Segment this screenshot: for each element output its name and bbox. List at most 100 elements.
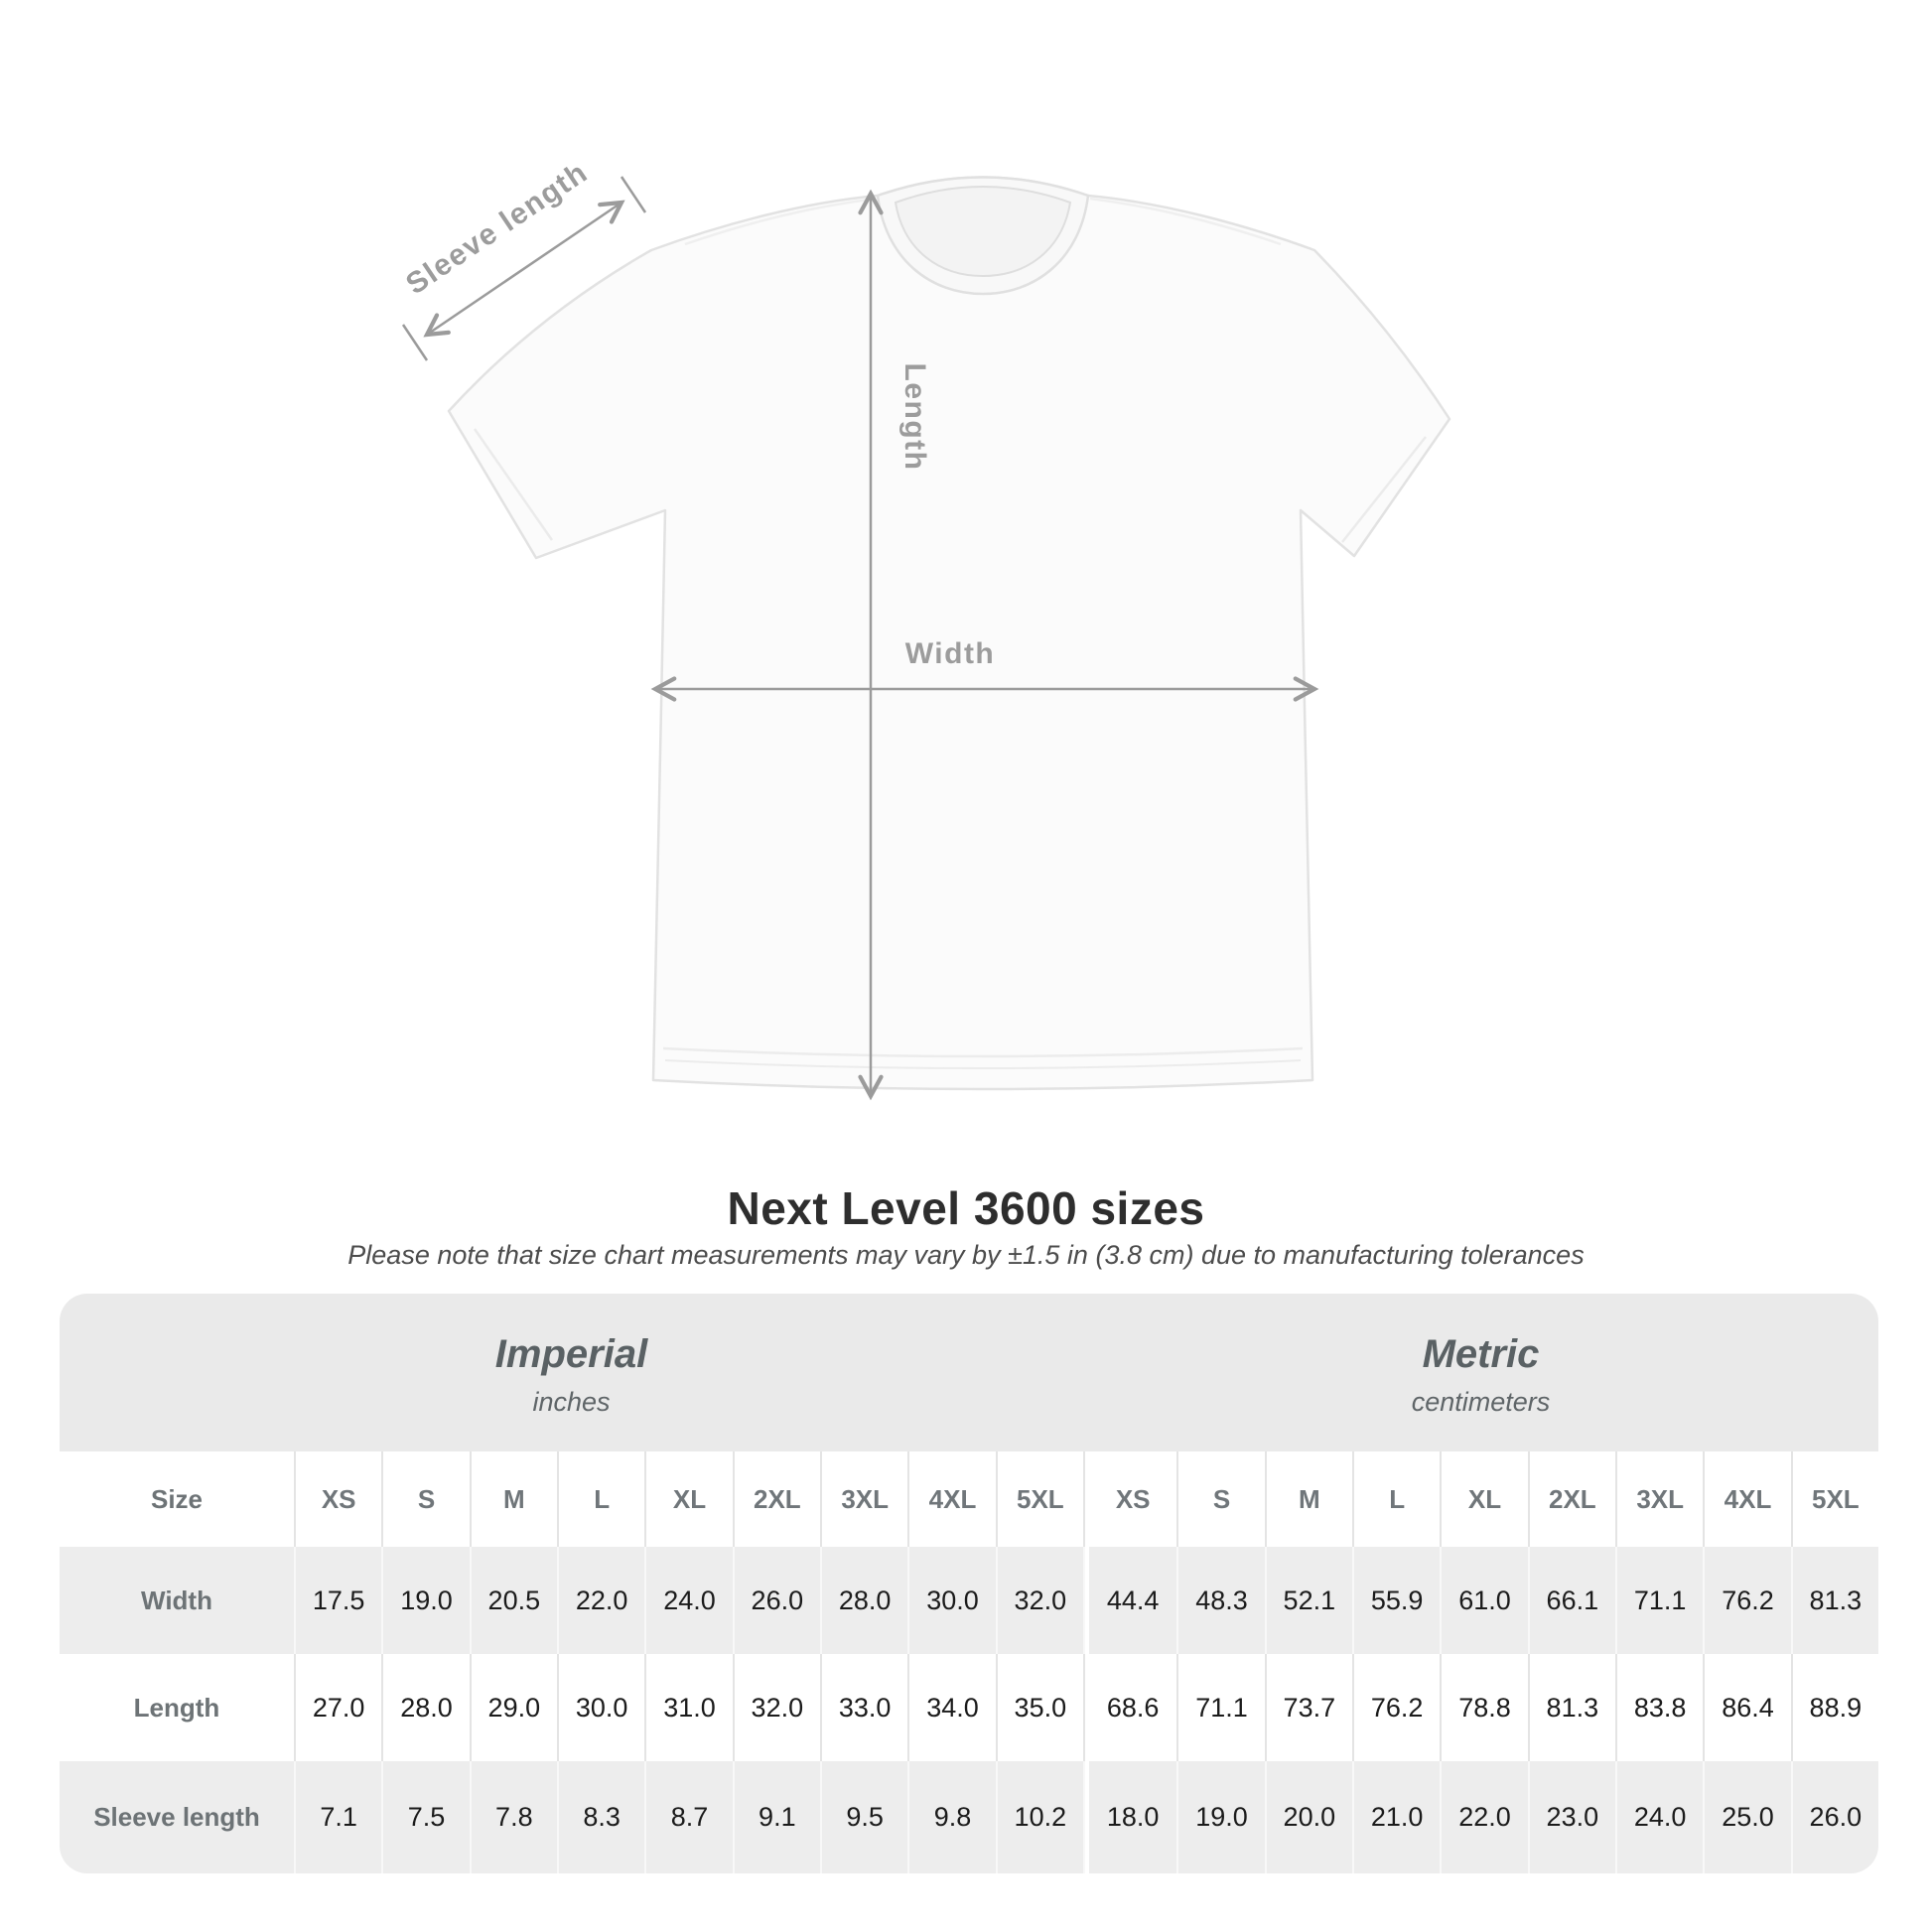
value-metric: 52.1 [1264,1547,1352,1654]
value-imperial: 19.0 [381,1547,469,1654]
metric-header: Metric centimeters [1083,1294,1878,1451]
value-imperial: 20.5 [469,1547,557,1654]
value-metric: 76.2 [1703,1547,1790,1654]
imperial-header: Imperial inches [60,1294,1083,1451]
size-header-metric: XL [1440,1451,1527,1547]
value-metric: 78.8 [1440,1654,1527,1761]
size-header-metric: 5XL [1790,1451,1878,1547]
value-imperial: 29.0 [469,1654,557,1761]
value-metric: 26.0 [1790,1761,1878,1873]
value-imperial: 32.0 [732,1654,820,1761]
size-header-metric: L [1352,1451,1440,1547]
measurement-row-width: Width 17.5 19.0 20.5 22.0 24.0 26.0 28.0 30.0 32.… [60,1547,1878,1654]
value-imperial: 9.1 [732,1761,820,1873]
value-imperial: 24.0 [644,1547,732,1654]
row-label: Length [133,1692,220,1723]
size-header-imperial: 3XL [820,1451,907,1547]
measurement-rows: Width 17.5 19.0 20.5 22.0 24.0 26.0 28.0 30.0 32.… [60,1547,1878,1873]
value-metric: 88.9 [1790,1654,1878,1761]
unit-header-row: Imperial inches Metric centimeters [60,1294,1878,1451]
value-imperial: 17.5 [294,1547,381,1654]
size-header-metric: M [1264,1451,1352,1547]
value-metric: 23.0 [1527,1761,1615,1873]
width-label: Width [905,637,996,670]
value-metric: 76.2 [1352,1654,1440,1761]
size-header-imperial: XS [294,1451,381,1547]
value-metric: 68.6 [1106,1692,1160,1723]
size-header-imperial: S [381,1451,469,1547]
value-imperial: 27.0 [294,1654,381,1761]
size-table: Imperial inches Metric centimeters Size X… [60,1294,1878,1873]
tshirt-diagram: Sleeve length Length Width [400,156,1451,1101]
section-divider [1083,1451,1089,1547]
value-imperial: 32.0 [995,1547,1083,1654]
size-header-metric: XS [1115,1483,1151,1514]
value-imperial: 31.0 [644,1654,732,1761]
value-imperial: 7.1 [294,1761,381,1873]
value-metric: 61.0 [1440,1547,1527,1654]
value-metric: 18.0 [1106,1802,1160,1832]
tshirt-illustration [447,176,1451,1091]
value-imperial: 7.8 [469,1761,557,1873]
size-header-imperial: 5XL [995,1451,1083,1547]
right-sleeve-hem [1341,436,1427,543]
imperial-unit: inches [532,1386,611,1417]
value-imperial: 9.8 [907,1761,995,1873]
measurement-row-length: Length 27.0 28.0 29.0 30.0 31.0 32.0 33.0 34.0 35… [60,1654,1878,1761]
value-metric: 81.3 [1527,1654,1615,1761]
length-label: Length [898,363,931,472]
size-header-row: Size XS S M L XL 2XL 3XL 4XL 5XL XS S M L XL 2XL 3XL 4XL 5… [60,1451,1878,1547]
size-column-label: Size [150,1483,204,1514]
value-metric: 48.3 [1176,1547,1264,1654]
value-imperial: 26.0 [732,1547,820,1654]
sleeve-length-label: Sleeve length [400,156,594,301]
size-header-imperial: L [557,1451,644,1547]
section-divider [1083,1547,1089,1654]
value-imperial: 9.5 [820,1761,907,1873]
measurement-row-sleeve-length: Sleeve length 7.1 7.5 7.8 8.3 8.7 9.1 9.5 9.8 10.… [60,1761,1878,1873]
value-imperial: 8.7 [644,1761,732,1873]
size-header-metric: 4XL [1703,1451,1790,1547]
value-imperial: 28.0 [820,1547,907,1654]
size-header-imperial: 2XL [732,1451,820,1547]
value-metric: 83.8 [1615,1654,1703,1761]
value-imperial: 8.3 [557,1761,644,1873]
tolerance-note: Please note that size chart measurements… [347,1240,1585,1270]
sleeve-length-arrow [401,176,647,361]
value-metric: 22.0 [1440,1761,1527,1873]
value-imperial: 10.2 [995,1761,1083,1873]
value-imperial: 7.5 [381,1761,469,1873]
value-metric: 71.1 [1615,1547,1703,1654]
size-header-metric: 3XL [1615,1451,1703,1547]
size-header-imperial: 4XL [907,1451,995,1547]
value-imperial: 33.0 [820,1654,907,1761]
section-divider [1083,1761,1089,1873]
value-metric: 81.3 [1790,1547,1878,1654]
value-metric: 71.1 [1176,1654,1264,1761]
value-metric: 55.9 [1352,1547,1440,1654]
value-metric: 20.0 [1264,1761,1352,1873]
value-metric: 25.0 [1703,1761,1790,1873]
imperial-title: Imperial [494,1331,648,1376]
page-title: Next Level 3600 sizes [727,1182,1205,1234]
value-imperial: 34.0 [907,1654,995,1761]
value-metric: 66.1 [1527,1547,1615,1654]
value-metric: 73.7 [1264,1654,1352,1761]
value-imperial: 35.0 [995,1654,1083,1761]
value-imperial: 28.0 [381,1654,469,1761]
value-imperial: 30.0 [907,1547,995,1654]
value-metric: 44.4 [1106,1585,1160,1615]
section-divider [1083,1654,1089,1761]
value-metric: 86.4 [1703,1654,1790,1761]
value-metric: 24.0 [1615,1761,1703,1873]
value-imperial: 30.0 [557,1654,644,1761]
value-metric: 19.0 [1176,1761,1264,1873]
size-header-imperial: XL [644,1451,732,1547]
size-header-metric: 2XL [1527,1451,1615,1547]
row-label: Width [141,1585,212,1615]
size-header-metric: S [1176,1451,1264,1547]
value-imperial: 22.0 [557,1547,644,1654]
left-sleeve-hem [473,428,554,541]
metric-unit: centimeters [1411,1386,1551,1417]
